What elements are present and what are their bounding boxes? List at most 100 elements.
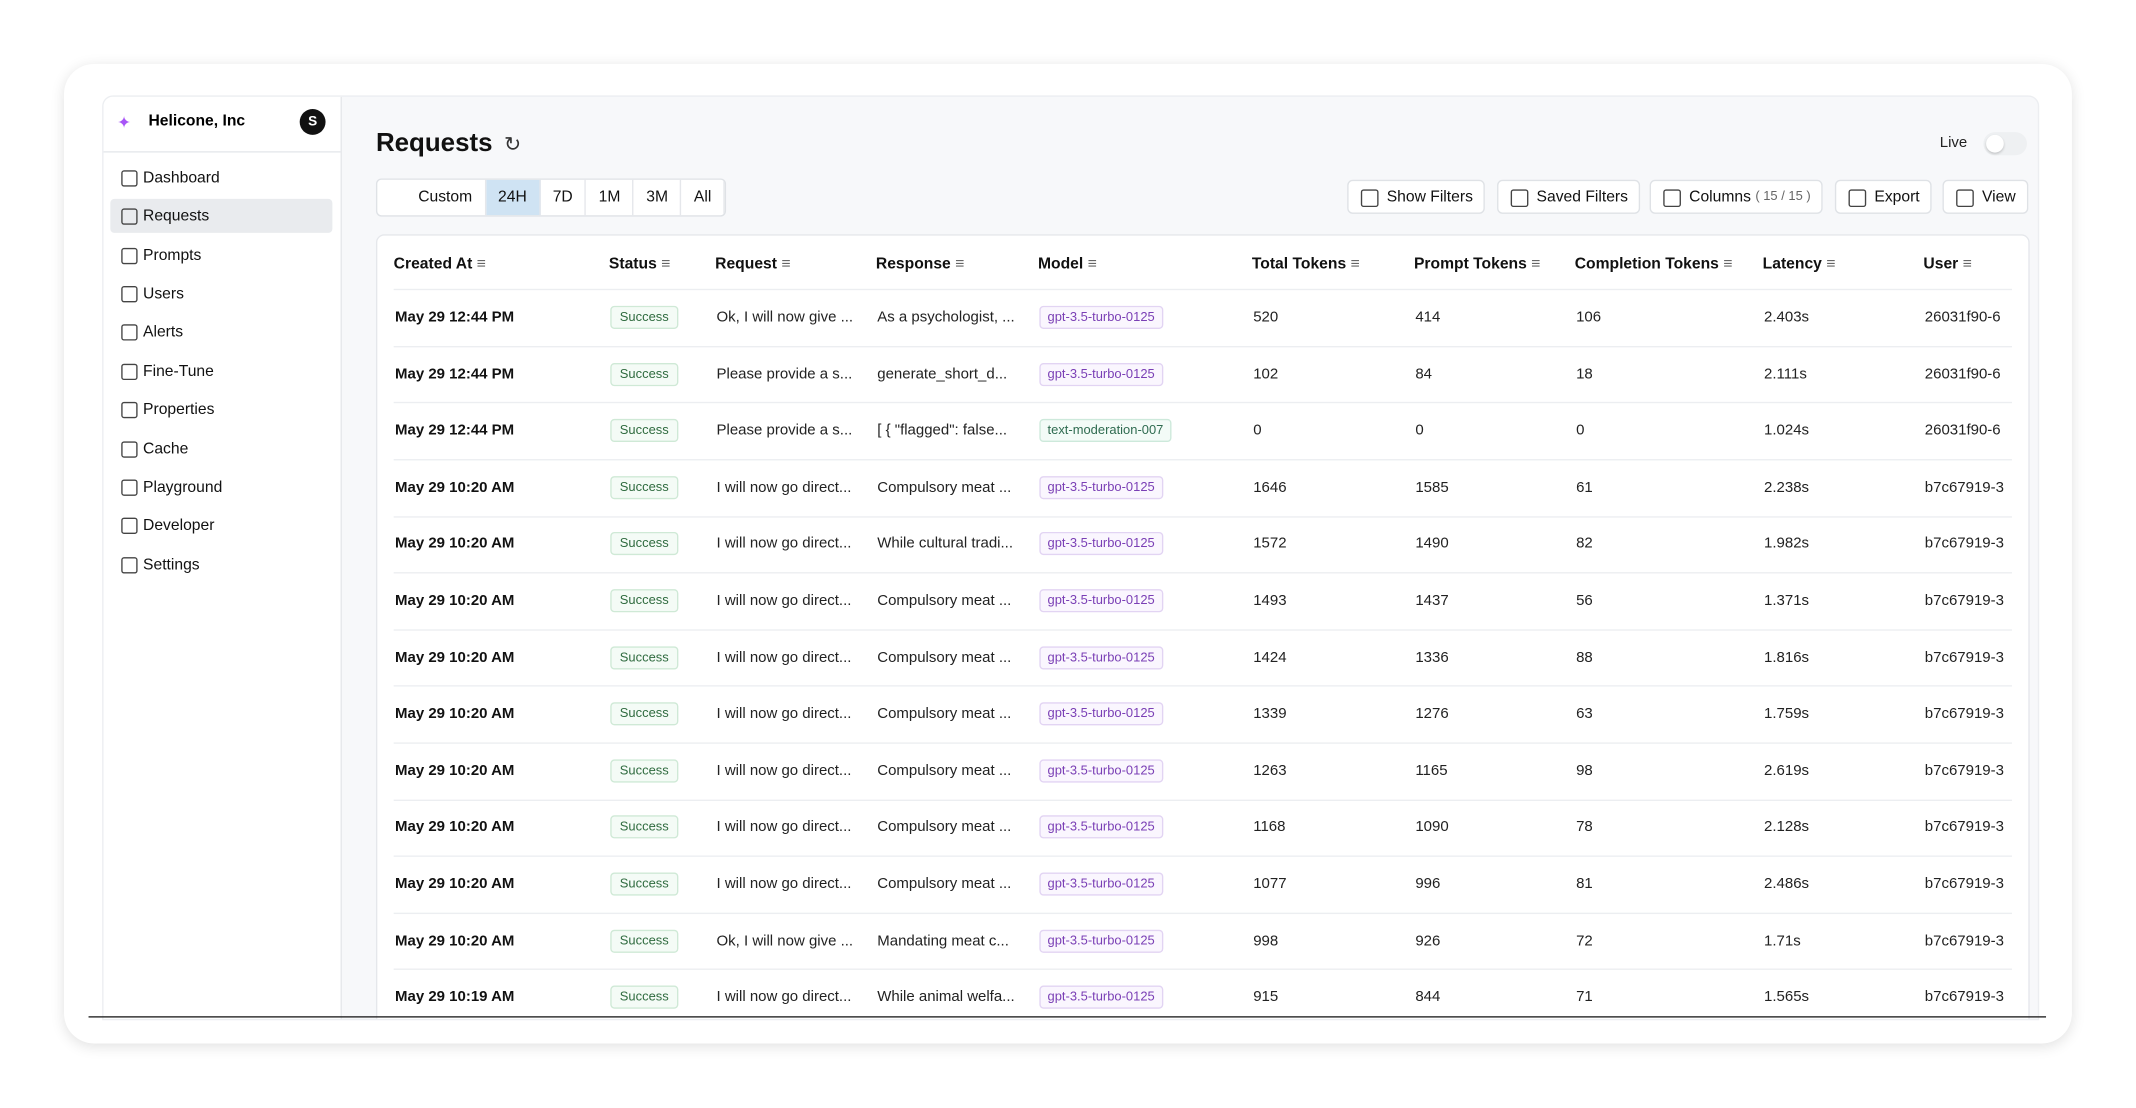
range-option[interactable]: 7D: [540, 179, 587, 216]
status-badge: Success: [610, 645, 679, 669]
cell: May 29 10:20 AM: [395, 649, 515, 666]
column-header[interactable]: Prompt Tokens: [1414, 256, 1540, 272]
columns[interactable]: Columns ( 15 / 15 ): [1649, 179, 1823, 214]
nav-item[interactable]: Prompts: [110, 238, 332, 272]
cell: 1077: [1253, 875, 1287, 893]
export[interactable]: Export: [1834, 179, 1932, 214]
nav-item[interactable]: Playground: [110, 470, 332, 504]
cell: 1.024s: [1764, 422, 1810, 439]
cell: 0: [1415, 422, 1424, 439]
org-name[interactable]: Helicone, Inc: [148, 113, 246, 130]
cell: May 29 10:20 AM: [395, 705, 515, 723]
live-toggle[interactable]: [1983, 132, 2027, 156]
avatar[interactable]: S: [299, 108, 326, 135]
model-badge: gpt-3.5-turbo-0125: [1039, 362, 1163, 386]
cell: Please provide a s...: [716, 422, 853, 439]
nav-item[interactable]: Properties: [110, 392, 332, 426]
range-option[interactable]: 3M: [634, 179, 682, 216]
nav-item[interactable]: Dashboard: [110, 161, 332, 195]
refresh-icon[interactable]: ↻: [504, 133, 522, 157]
status-badge: Success: [610, 589, 679, 613]
cell: 82: [1576, 535, 1593, 553]
status-badge: Success: [610, 532, 679, 556]
row-divider: [393, 855, 2012, 858]
cell: I will now go direct...: [716, 762, 852, 779]
cell: 414: [1415, 309, 1441, 326]
divider: [103, 151, 341, 153]
cell: 2.619s: [1764, 762, 1810, 779]
label: View: [1982, 188, 2016, 206]
cell: I will now go direct...: [716, 535, 852, 553]
cell: 1437: [1415, 592, 1449, 609]
column-header[interactable]: Latency: [1763, 256, 1836, 272]
cell: Ok, I will now give ...: [716, 309, 854, 326]
label: Export: [1874, 188, 1920, 206]
cell: May 29 12:44 PM: [395, 309, 515, 326]
nav-item[interactable]: Cache: [110, 432, 332, 466]
column-header[interactable]: Completion Tokens: [1575, 256, 1733, 272]
model-badge: gpt-3.5-turbo-0125: [1039, 929, 1163, 953]
nav-item[interactable]: Developer: [110, 508, 332, 542]
cell: 1.565s: [1764, 989, 1810, 1006]
cell: 63: [1576, 705, 1593, 723]
status-badge: Success: [610, 475, 679, 499]
cell: 2.128s: [1764, 819, 1810, 836]
count: ( 15 / 15 ): [1755, 189, 1811, 205]
nav-item[interactable]: Requests: [110, 198, 333, 233]
nav-item[interactable]: Alerts: [110, 315, 332, 349]
column-header[interactable]: Response: [876, 256, 964, 272]
cell: 61: [1576, 479, 1593, 496]
cell: I will now go direct...: [716, 875, 852, 893]
cell: 1.816s: [1764, 649, 1810, 666]
cell: 1493: [1253, 592, 1287, 609]
row-divider: [393, 629, 2012, 631]
cell: 1424: [1253, 649, 1287, 666]
cell: 1336: [1415, 649, 1449, 666]
cell: 1339: [1253, 705, 1287, 723]
cell: b7c67919-3: [1924, 819, 2004, 836]
cell: Compulsory meat ...: [877, 819, 1012, 836]
range-option[interactable]: 24H: [485, 179, 541, 216]
column-header[interactable]: Total Tokens: [1252, 256, 1360, 272]
show-filters[interactable]: Show Filters: [1347, 179, 1486, 214]
cell: May 29 10:20 AM: [395, 479, 515, 496]
column-header[interactable]: Status: [609, 256, 670, 272]
column-header[interactable]: Model: [1038, 256, 1097, 272]
model-badge: gpt-3.5-turbo-0125: [1039, 815, 1163, 839]
status-badge: Success: [610, 872, 679, 896]
nav-item[interactable]: Users: [110, 277, 332, 311]
cell: b7c67919-3: [1924, 649, 2004, 666]
cell: 84: [1415, 365, 1433, 383]
range-option[interactable]: Custom: [377, 179, 486, 216]
cell: 1090: [1415, 819, 1449, 836]
cell: 71: [1576, 989, 1593, 1006]
nav-item[interactable]: Fine-Tune: [110, 354, 332, 388]
sidebar: ✦ Helicone, Inc S Dashboard Requests Promp…: [103, 96, 342, 1019]
saved-filters[interactable]: Saved Filters: [1497, 179, 1641, 214]
status-badge: Success: [610, 419, 679, 443]
cell: generate_short_d...: [877, 365, 1008, 383]
row-divider: [393, 742, 2012, 744]
range-option[interactable]: All: [682, 179, 725, 216]
cell: 72: [1576, 932, 1593, 949]
column-header[interactable]: Request: [715, 256, 790, 272]
range-option[interactable]: 1M: [586, 179, 634, 216]
model-badge: gpt-3.5-turbo-0125: [1039, 475, 1163, 499]
cell: Compulsory meat ...: [877, 479, 1012, 496]
cell: While animal welfa...: [877, 989, 1015, 1006]
label: Show Filters: [1386, 188, 1473, 206]
row-divider: [393, 345, 2012, 348]
column-header[interactable]: User: [1923, 256, 1971, 272]
cell: I will now go direct...: [716, 592, 852, 609]
cell: Compulsory meat ...: [877, 649, 1012, 666]
model-badge: gpt-3.5-turbo-0125: [1039, 589, 1163, 613]
column-header[interactable]: Created At: [394, 256, 486, 272]
cell: 996: [1415, 875, 1441, 893]
requests-table: Created At Status Request Response Model Tota…: [375, 234, 2030, 1019]
nav-item[interactable]: Settings: [110, 548, 332, 582]
view[interactable]: View: [1942, 179, 2028, 214]
cell: May 29 10:20 AM: [395, 762, 515, 779]
label: Saved Filters: [1536, 188, 1628, 206]
cell: As a psychologist, ...: [877, 309, 1015, 326]
